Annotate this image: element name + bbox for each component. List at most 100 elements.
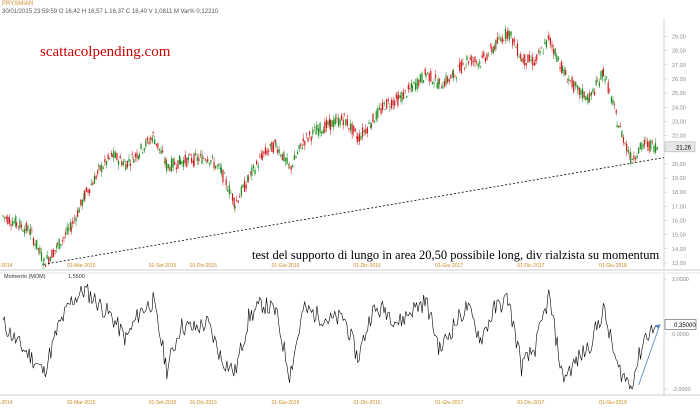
candle-body	[25, 223, 27, 232]
candle-body	[261, 154, 263, 160]
candle-body	[629, 155, 631, 157]
candle-body	[399, 95, 401, 99]
candle-body	[179, 160, 181, 165]
candle-body	[189, 154, 191, 156]
candle-body	[471, 56, 473, 65]
candle-body	[547, 36, 549, 38]
candle-body	[203, 158, 205, 159]
price-y-tick-label: 29,00	[672, 34, 686, 40]
candle-body	[536, 54, 538, 61]
candle-body	[283, 152, 285, 162]
candle-body	[143, 148, 145, 151]
candle-body	[69, 222, 71, 228]
candle-body	[186, 157, 188, 167]
price-y-tick-label: 26,00	[672, 77, 686, 83]
candle-body	[516, 43, 519, 56]
candle-body	[354, 128, 356, 131]
candle-body	[398, 94, 400, 99]
candle-body	[46, 254, 48, 259]
candle-body	[372, 113, 374, 123]
candle-body	[268, 150, 270, 152]
candle-body	[114, 152, 116, 158]
candle-body	[357, 136, 359, 142]
candle-body	[61, 240, 63, 241]
candle-body	[80, 199, 82, 206]
candle-body	[386, 98, 388, 109]
candle-body	[17, 226, 19, 227]
price-x-tick-label: 01-Giu-2018	[599, 263, 627, 269]
candle-body	[272, 142, 275, 153]
price-y-tick-label: 24,00	[672, 105, 686, 111]
candle-body	[382, 102, 384, 111]
candle-body	[561, 66, 564, 71]
candle-body	[370, 123, 373, 128]
candle-body	[512, 38, 514, 46]
momentum-line	[2, 283, 657, 390]
candle-body	[436, 82, 438, 89]
candle-body	[598, 82, 600, 87]
price-y-tick-label: 22,00	[672, 134, 686, 140]
candle-body	[477, 63, 479, 67]
candle-body	[134, 153, 137, 158]
candle-body	[89, 189, 91, 193]
candle-body	[634, 157, 637, 160]
header-volume: V 1,0811 M	[148, 9, 179, 15]
candle-body	[225, 179, 227, 186]
candle-body	[27, 225, 29, 231]
candle-body	[638, 147, 640, 154]
momentum-x-tick-label: 02-Mar-2015	[67, 400, 96, 406]
price-x-tick-label: 01-Dic-2017	[517, 263, 544, 269]
candle-body	[182, 159, 185, 167]
price-y-tick-label: 20,00	[672, 162, 686, 168]
candle-body	[122, 161, 124, 166]
candle-body	[2, 215, 4, 217]
candle-body	[557, 57, 560, 60]
candle-body	[457, 65, 459, 67]
candle-body	[271, 141, 273, 152]
candle-body	[43, 258, 45, 261]
candle-body	[513, 39, 515, 43]
watermark-text: scattacolpending.com	[40, 44, 171, 60]
candle-body	[430, 71, 432, 82]
candle-body	[81, 199, 84, 206]
candle-body	[575, 85, 577, 86]
candle-body	[264, 147, 267, 155]
candle-body	[10, 224, 12, 226]
candle-body	[597, 81, 599, 82]
candle-body	[116, 153, 118, 161]
momentum-last-box	[664, 319, 697, 330]
candle-body	[492, 48, 495, 54]
candle-body	[66, 226, 68, 234]
candle-body	[155, 143, 157, 146]
candle-body	[110, 152, 112, 155]
candle-body	[152, 131, 154, 134]
candle-body	[427, 72, 429, 74]
candle-body	[286, 157, 288, 165]
candle-body	[394, 100, 396, 106]
candle-body	[356, 136, 358, 140]
candle-body	[239, 196, 241, 198]
candle-body	[54, 249, 56, 251]
candle-body	[483, 52, 485, 57]
candle-body	[174, 161, 176, 165]
candle-body	[280, 155, 282, 157]
candle-body	[90, 183, 92, 185]
candle-body	[223, 173, 226, 174]
candle-body	[459, 62, 461, 71]
candle-body	[592, 89, 594, 93]
price-x-tick-label: 01-Dic-2016	[353, 263, 380, 269]
candle-body	[520, 59, 523, 62]
candle-body	[49, 257, 51, 261]
candle-body	[128, 158, 130, 162]
candle-body	[87, 189, 89, 193]
candle-body	[621, 131, 623, 138]
candle-body	[518, 56, 520, 58]
candle-body	[333, 119, 335, 128]
candle-body	[585, 96, 587, 101]
candle-body	[101, 164, 103, 173]
candle-body	[131, 153, 133, 156]
candle-body	[274, 139, 276, 143]
candle-body	[324, 121, 326, 133]
candle-body	[533, 62, 535, 66]
candle-body	[300, 143, 302, 147]
